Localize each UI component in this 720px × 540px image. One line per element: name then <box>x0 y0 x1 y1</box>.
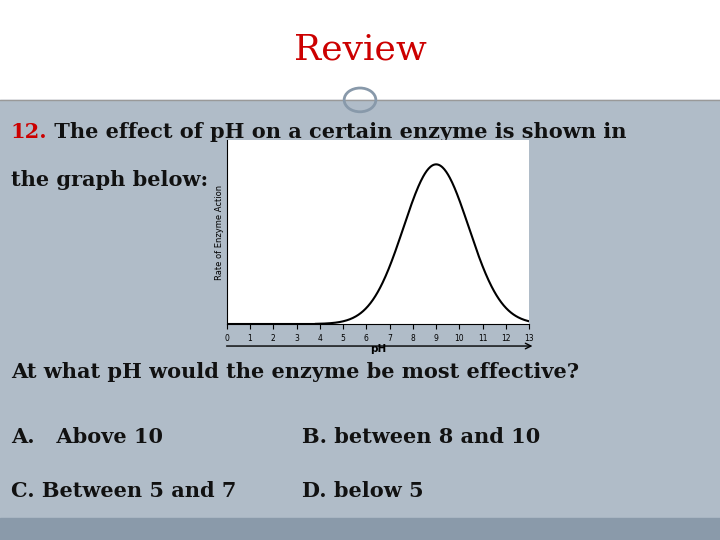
Text: 12.: 12. <box>11 122 48 141</box>
Bar <box>0 518 720 540</box>
Text: C. Between 5 and 7: C. Between 5 and 7 <box>11 481 236 501</box>
Y-axis label: Rate of Enzyme Action: Rate of Enzyme Action <box>215 185 224 280</box>
Text: D. below 5: D. below 5 <box>302 481 424 501</box>
Text: A.   Above 10: A. Above 10 <box>11 427 163 447</box>
Text: the graph below:: the graph below: <box>11 170 208 190</box>
Text: At what pH would the enzyme be most effective?: At what pH would the enzyme be most effe… <box>11 362 579 382</box>
Bar <box>0 100 720 518</box>
Text: B. between 8 and 10: B. between 8 and 10 <box>302 427 541 447</box>
Text: Review: Review <box>294 33 426 67</box>
X-axis label: pH: pH <box>370 344 386 354</box>
Text: The effect of pH on a certain enzyme is shown in: The effect of pH on a certain enzyme is … <box>47 122 626 141</box>
Bar <box>0 0 720 100</box>
